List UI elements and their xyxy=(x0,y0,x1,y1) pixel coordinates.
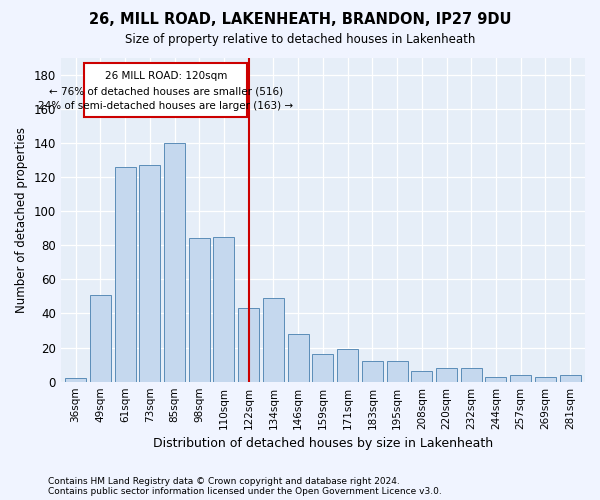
Bar xyxy=(214,236,235,382)
Text: 26 MILL ROAD: 120sqm: 26 MILL ROAD: 120sqm xyxy=(104,72,227,82)
Text: Size of property relative to detached houses in Lakenheath: Size of property relative to detached ho… xyxy=(125,32,475,46)
Bar xyxy=(535,376,556,382)
Bar xyxy=(386,361,407,382)
Bar xyxy=(115,166,136,382)
Y-axis label: Number of detached properties: Number of detached properties xyxy=(15,126,28,312)
Bar xyxy=(287,334,308,382)
Bar xyxy=(164,143,185,382)
Bar xyxy=(510,375,531,382)
FancyBboxPatch shape xyxy=(84,62,247,117)
X-axis label: Distribution of detached houses by size in Lakenheath: Distribution of detached houses by size … xyxy=(153,437,493,450)
Bar xyxy=(411,372,433,382)
Bar xyxy=(189,238,210,382)
Bar xyxy=(263,298,284,382)
Text: ← 76% of detached houses are smaller (516): ← 76% of detached houses are smaller (51… xyxy=(49,86,283,96)
Bar xyxy=(238,308,259,382)
Text: Contains public sector information licensed under the Open Government Licence v3: Contains public sector information licen… xyxy=(48,487,442,496)
Bar xyxy=(90,294,111,382)
Text: 24% of semi-detached houses are larger (163) →: 24% of semi-detached houses are larger (… xyxy=(38,102,293,112)
Bar xyxy=(436,368,457,382)
Text: 26, MILL ROAD, LAKENHEATH, BRANDON, IP27 9DU: 26, MILL ROAD, LAKENHEATH, BRANDON, IP27… xyxy=(89,12,511,28)
Bar xyxy=(362,361,383,382)
Bar xyxy=(337,350,358,382)
Text: Contains HM Land Registry data © Crown copyright and database right 2024.: Contains HM Land Registry data © Crown c… xyxy=(48,477,400,486)
Bar xyxy=(139,165,160,382)
Bar xyxy=(313,354,334,382)
Bar xyxy=(65,378,86,382)
Bar xyxy=(461,368,482,382)
Bar xyxy=(560,375,581,382)
Bar xyxy=(485,376,506,382)
